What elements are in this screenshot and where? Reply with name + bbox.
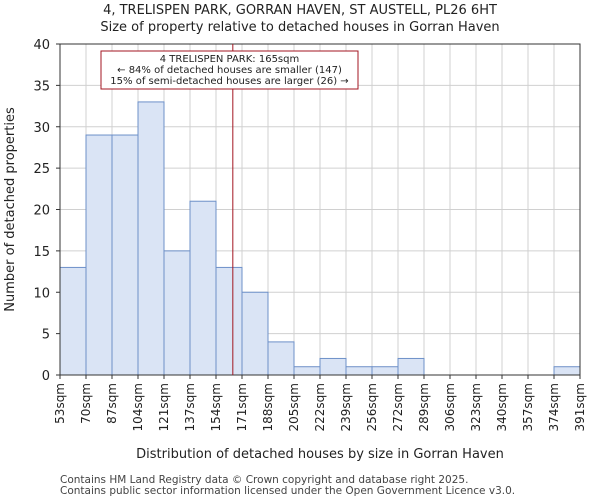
x-tick-label: 154sqm bbox=[209, 383, 223, 431]
x-tick-label: 121sqm bbox=[157, 383, 171, 431]
x-axis-label: Distribution of detached houses by size … bbox=[136, 447, 504, 462]
x-tick-label: 272sqm bbox=[391, 383, 405, 431]
y-tick-label: 10 bbox=[33, 286, 50, 301]
x-tick-label: 188sqm bbox=[261, 383, 275, 431]
histogram-bar bbox=[241, 291, 269, 376]
y-tick-label: 0 bbox=[42, 369, 50, 384]
histogram-bar bbox=[59, 266, 87, 376]
annotation-box bbox=[100, 50, 359, 90]
x-tick-label: 374sqm bbox=[547, 383, 561, 431]
x-tick-label: 137sqm bbox=[183, 383, 197, 431]
chart-subtitle: Size of property relative to detached ho… bbox=[100, 20, 500, 35]
y-tick-label: 5 bbox=[42, 328, 50, 343]
histogram-bar bbox=[85, 134, 113, 376]
y-tick-label: 30 bbox=[33, 121, 50, 136]
histogram-bar bbox=[319, 357, 347, 376]
histogram-bar bbox=[553, 366, 581, 376]
histogram-bar bbox=[345, 366, 373, 376]
x-tick-label: 171sqm bbox=[235, 383, 249, 431]
histogram-bar bbox=[215, 266, 243, 376]
annotation-line2: ← 84% of detached houses are smaller (14… bbox=[117, 65, 342, 76]
y-tick-label: 40 bbox=[33, 38, 50, 53]
chart-title: 4, TRELISPEN PARK, GORRAN HAVEN, ST AUST… bbox=[103, 3, 497, 18]
y-tick-label: 15 bbox=[33, 245, 50, 260]
footer-copyright: Contains HM Land Registry data © Crown c… bbox=[60, 474, 469, 486]
annotation-line1: 4 TRELISPEN PARK: 165sqm bbox=[160, 54, 299, 65]
histogram-bar bbox=[111, 134, 139, 376]
annotation-line3: 15% of semi-detached houses are larger (… bbox=[110, 76, 348, 87]
x-tick-label: 222sqm bbox=[313, 383, 327, 431]
x-tick-label: 53sqm bbox=[53, 383, 67, 424]
x-tick-label: 87sqm bbox=[105, 383, 119, 424]
histogram-bar bbox=[293, 366, 321, 376]
y-tick-label: 25 bbox=[33, 162, 50, 177]
x-tick-label: 239sqm bbox=[339, 383, 353, 431]
x-tick-label: 289sqm bbox=[417, 383, 431, 431]
histogram-bar bbox=[189, 200, 217, 376]
x-tick-label: 306sqm bbox=[443, 383, 457, 431]
footer-licence: Contains public sector information licen… bbox=[60, 485, 516, 497]
y-axis-label: Number of detached properties bbox=[3, 107, 18, 312]
x-tick-label: 323sqm bbox=[469, 383, 483, 431]
x-tick-label: 340sqm bbox=[495, 383, 509, 431]
histogram-bar bbox=[371, 366, 399, 376]
histogram-bar bbox=[397, 357, 425, 376]
x-tick-label: 104sqm bbox=[131, 383, 145, 431]
x-tick-label: 256sqm bbox=[365, 383, 379, 431]
histogram-bar bbox=[267, 341, 295, 376]
y-tick-label: 20 bbox=[33, 204, 50, 219]
x-tick-label: 70sqm bbox=[79, 383, 93, 424]
y-tick-label: 35 bbox=[33, 79, 50, 94]
histogram-bar bbox=[137, 101, 165, 376]
x-tick-label: 391sqm bbox=[573, 383, 587, 431]
x-tick-label: 357sqm bbox=[521, 383, 535, 431]
x-tick-label: 205sqm bbox=[287, 383, 301, 431]
histogram-bar bbox=[163, 250, 191, 376]
